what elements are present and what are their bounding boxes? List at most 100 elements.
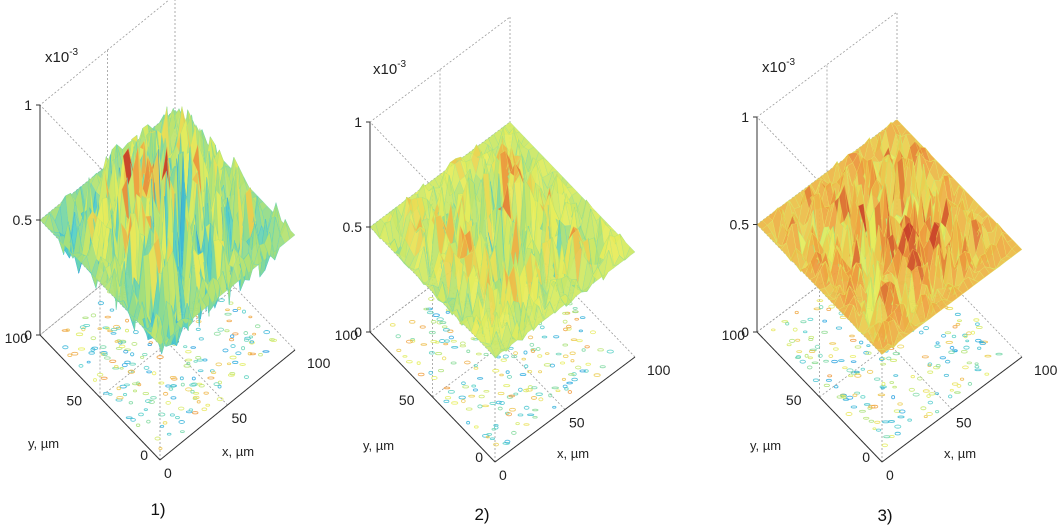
contour-mark — [192, 395, 200, 400]
contour-mark — [444, 339, 450, 343]
contour-mark — [812, 378, 819, 382]
contour-mark — [572, 307, 578, 310]
contour-mark — [530, 396, 538, 400]
contour-mark — [796, 350, 803, 353]
contour-mark — [975, 325, 983, 330]
contour-mark — [531, 408, 539, 412]
contour-mark — [566, 381, 573, 385]
contour-mark — [103, 391, 110, 395]
y-tick-label: 0 — [862, 449, 870, 465]
contour-mark — [428, 351, 435, 355]
contour-mark — [502, 354, 509, 359]
contour-mark — [237, 306, 242, 310]
contour-mark — [835, 326, 843, 330]
contour-mark — [527, 369, 533, 374]
contour-mark — [553, 335, 560, 339]
contour-mark — [515, 422, 520, 426]
contour-mark — [476, 377, 484, 380]
contour-mark — [191, 376, 196, 381]
y-axis-label: y, µm — [750, 438, 781, 453]
contour-mark — [97, 327, 102, 330]
contour-mark — [419, 325, 426, 329]
contour-mark — [426, 311, 434, 315]
contour-mark — [97, 301, 105, 306]
contour-mark — [599, 365, 606, 369]
contour-mark — [555, 389, 561, 393]
x-axis-label: x, µm — [222, 444, 254, 459]
contour-mark — [868, 419, 875, 423]
contour-mark — [530, 348, 537, 352]
contour-mark — [826, 307, 832, 312]
contour-mark — [508, 346, 514, 350]
contour-mark — [123, 349, 129, 354]
contour-mark — [451, 401, 459, 405]
contour-mark — [840, 394, 845, 398]
contour-mark — [926, 394, 931, 398]
contour-mark — [389, 323, 396, 327]
contour-mark — [203, 391, 209, 395]
contour-mark — [979, 341, 986, 346]
contour-mark — [823, 359, 829, 363]
x-axis-line — [881, 356, 1023, 463]
contour-mark — [406, 360, 413, 364]
contour-mark — [227, 373, 235, 377]
contour-mark — [100, 376, 108, 380]
contour-mark — [881, 381, 886, 386]
contour-mark — [926, 411, 933, 417]
contour-mark — [100, 351, 108, 355]
contour-mark — [574, 317, 580, 321]
contour-mark — [578, 329, 583, 333]
contour-mark — [846, 395, 854, 400]
contour-mark — [129, 362, 136, 366]
contour-mark — [142, 353, 148, 357]
contour-mark — [169, 376, 177, 379]
y-tick-label: 50 — [66, 393, 82, 409]
contour-mark — [150, 396, 157, 400]
contour-mark — [817, 353, 823, 358]
panel-label: 3) — [877, 506, 892, 525]
contour-mark — [109, 308, 115, 312]
contour-mark — [466, 420, 471, 425]
contour-mark — [458, 395, 466, 400]
contour-mark — [179, 430, 185, 433]
contour-mark — [823, 383, 830, 388]
contour-mark — [808, 337, 814, 341]
contour-mark — [230, 334, 235, 339]
contour-mark — [473, 364, 478, 368]
contour-mark — [226, 362, 232, 366]
contour-mark — [492, 368, 500, 373]
contour-mark — [148, 399, 155, 405]
contour-mark — [423, 307, 429, 311]
contour-mark — [213, 382, 220, 387]
contour-mark — [539, 325, 545, 330]
contour-mark — [133, 330, 139, 335]
z-tick-label: 0.5 — [343, 219, 363, 235]
x-tick-label: 0 — [164, 465, 172, 481]
contour-mark — [497, 391, 505, 396]
contour-mark — [549, 363, 556, 368]
contour-mark — [854, 373, 862, 378]
contour-mark — [417, 372, 425, 377]
contour-mark — [215, 362, 222, 367]
contour-mark — [920, 406, 927, 411]
y-axis-line — [39, 334, 161, 461]
y-tick-label: 0 — [475, 449, 483, 465]
z-tick-label: 1 — [354, 114, 362, 130]
contour-mark — [416, 361, 421, 365]
contour-mark — [571, 310, 579, 314]
contour-mark — [548, 393, 553, 398]
contour-mark — [511, 354, 518, 359]
contour-mark — [955, 322, 961, 326]
contour-mark — [461, 381, 466, 386]
contour-mark — [502, 442, 510, 445]
contour-mark — [483, 352, 489, 357]
z-tick-label: 0 — [741, 324, 749, 340]
contour-mark — [128, 401, 134, 405]
contour-mark — [894, 424, 902, 429]
y-axis-line — [369, 331, 496, 463]
contour-mark — [821, 330, 828, 334]
contour-mark — [945, 340, 954, 344]
contour-mark — [795, 338, 801, 342]
contour-mark — [210, 371, 217, 375]
